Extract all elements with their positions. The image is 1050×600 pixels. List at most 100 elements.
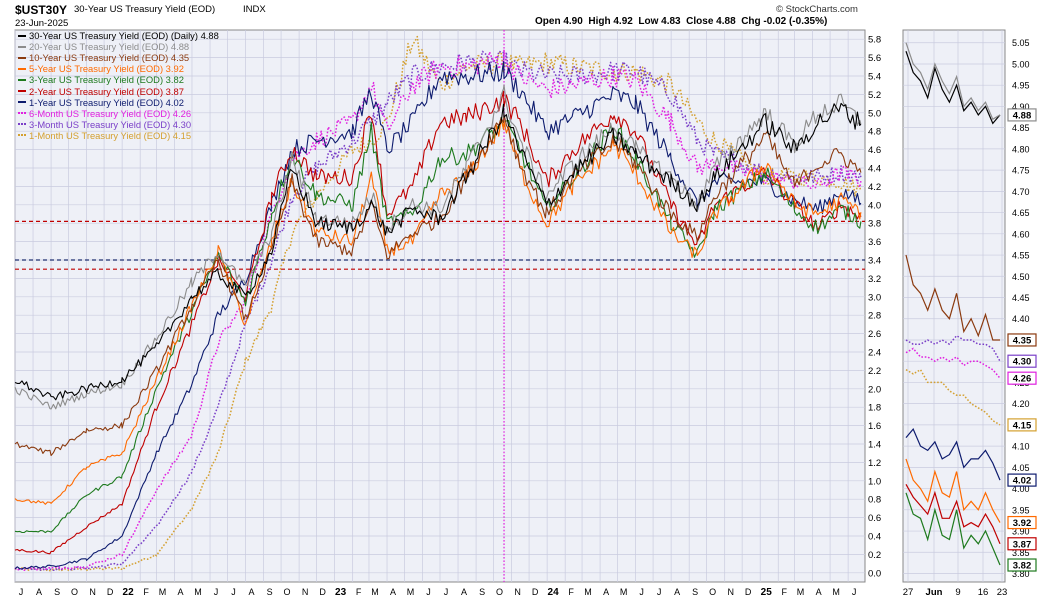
legend-label: 1-Year US Treasury Yield (EOD) 4.02 (29, 96, 184, 108)
x-tick-label: A (674, 587, 680, 597)
y-tick-label: 2.4 (868, 348, 881, 359)
zoom-series-line (905, 458, 1001, 523)
value-badge (1007, 558, 1037, 572)
series-line (14, 117, 862, 505)
value-badge (1007, 515, 1037, 530)
value-badge (1007, 333, 1037, 347)
value-badge-label: 3.92 (1013, 518, 1032, 529)
legend-label: 3-Month US Treasury Yield (EOD) 4.30 (29, 118, 192, 130)
legend-swatch (18, 123, 26, 126)
zoom-x-tick-label: 27 (903, 587, 914, 598)
zoom-x-tick-label: Jun (926, 587, 943, 598)
legend-swatch (18, 134, 26, 137)
x-tick-label: J (231, 587, 236, 597)
value-badge-label: 4.88 (1013, 110, 1032, 121)
series-line (14, 49, 862, 571)
value-badge (1007, 371, 1037, 385)
y-tick-label: 4.2 (868, 182, 881, 193)
y-tick-label: 0.0 (868, 568, 881, 579)
x-tick-label: D (107, 587, 114, 597)
zoom-y-tick-label: 4.20 (1012, 399, 1030, 409)
value-badge-label: 4.15 (1013, 420, 1032, 431)
x-tick-label: A (36, 587, 42, 597)
zoom-y-tick-label: 4.50 (1012, 272, 1030, 282)
zoom-y-tick-label: 4.65 (1012, 208, 1030, 218)
x-tick-label: J (444, 587, 449, 597)
value-badge (1007, 473, 1037, 487)
series-line (14, 35, 862, 572)
value-badge-label: 4.30 (1013, 357, 1032, 368)
y-tick-label: 1.0 (868, 476, 881, 487)
zoom-y-tick-label: 4.90 (1012, 102, 1030, 112)
chart-legend: 30-Year US Treasury Yield (EOD) (Daily) … (18, 30, 219, 141)
legend-swatch (18, 45, 26, 48)
y-tick-label: 2.0 (868, 384, 881, 395)
x-tick-label: M (797, 587, 805, 597)
y-tick-label: 0.4 (868, 532, 881, 543)
legend-label: 10-Year US Treasury Yield (EOD) 4.35 (29, 52, 190, 64)
y-tick-label: 5.8 (868, 35, 881, 46)
y-tick-label: 2.6 (868, 329, 881, 340)
x-tick-label: O (284, 587, 291, 597)
y-tick-label: 5.2 (868, 90, 881, 101)
x-tick-label: N (514, 587, 521, 597)
series-line (14, 50, 862, 572)
x-tick-label: O (709, 587, 716, 597)
x-tick-label: A (178, 587, 184, 597)
series-line (14, 84, 862, 410)
x-tick-label: 22 (123, 587, 135, 598)
x-tick-label: F (568, 587, 574, 597)
legend-swatch (18, 34, 26, 37)
y-tick-label: 3.4 (868, 256, 881, 267)
x-tick-label: J (19, 587, 24, 597)
legend-item: 3-Month US Treasury Yield (EOD) 4.30 (18, 119, 219, 130)
value-badge (1007, 354, 1037, 368)
legend-swatch (18, 101, 26, 104)
x-tick-label: M (194, 587, 202, 597)
legend-label: 1-Month US Treasury Yield (EOD) 4.15 (29, 129, 192, 141)
x-tick-label: M (584, 587, 592, 597)
exchange-label: INDX (243, 4, 266, 15)
legend-item: 20-Year US Treasury Yield (EOD) 4.88 (18, 41, 219, 52)
value-badge (1007, 418, 1037, 432)
x-tick-label: A (461, 587, 467, 597)
series-line (14, 90, 862, 555)
ohlc-readout: Open 4.90 High 4.92 Low 4.83 Close 4.88 … (535, 16, 828, 27)
x-tick-label: J (426, 587, 431, 597)
zoom-series-line (905, 42, 1001, 121)
x-tick-label: J (639, 587, 644, 597)
x-tick-label: M (620, 587, 628, 597)
x-tick-label: M (407, 587, 415, 597)
zoom-y-tick-label: 5.05 (1012, 38, 1030, 48)
zoom-x-tick-label: 9 (955, 587, 960, 598)
legend-swatch (18, 56, 26, 59)
value-badge-label: 4.26 (1013, 374, 1032, 385)
x-tick-label: A (603, 587, 609, 597)
zoom-y-tick-label: 4.05 (1012, 463, 1030, 473)
x-tick-label: D (745, 587, 752, 597)
x-tick-label: F (143, 587, 149, 597)
symbol-description: 30-Year US Treasury Yield (EOD) (74, 4, 216, 15)
zoom-y-tick-label: 4.95 (1012, 81, 1030, 91)
zoom-plot-area (902, 29, 1006, 583)
legend-swatch (18, 112, 26, 115)
x-tick-label: N (89, 587, 96, 597)
y-tick-label: 0.6 (868, 513, 881, 524)
zoom-series-line (905, 254, 1000, 341)
y-tick-label: 1.4 (868, 440, 881, 451)
zoom-y-tick-label: 5.00 (1012, 59, 1030, 69)
series-line (14, 61, 862, 570)
zoom-y-tick-label: 4.70 (1012, 187, 1030, 197)
legend-item: 30-Year US Treasury Yield (EOD) (Daily) … (18, 30, 219, 41)
zoom-y-tick-label: 3.95 (1012, 505, 1030, 515)
x-tick-label: J (852, 587, 857, 597)
x-tick-label: 24 (548, 587, 560, 598)
zoom-y-tick-label: 3.80 (1012, 569, 1030, 579)
zoom-y-tick-label: 3.85 (1012, 548, 1030, 558)
value-badge-label: 4.35 (1013, 335, 1032, 346)
x-tick-label: J (657, 587, 662, 597)
legend-swatch (18, 78, 26, 81)
zoom-y-tick-label: 4.75 (1012, 166, 1030, 176)
zoom-y-tick-label: 4.55 (1012, 251, 1030, 261)
zoom-x-tick-label: 16 (978, 587, 989, 598)
